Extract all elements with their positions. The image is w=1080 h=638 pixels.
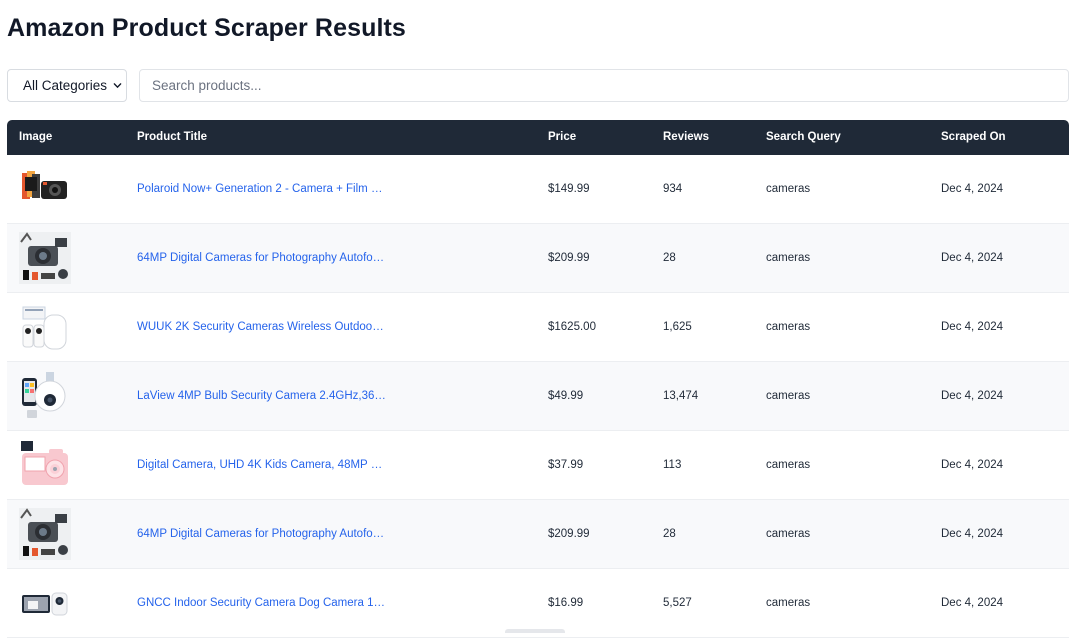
product-image-cell [19, 439, 71, 491]
product-reviews: 113 [663, 459, 682, 471]
scroll-indicator [505, 629, 565, 633]
scraped-on-date: Dec 4, 2024 [941, 597, 1004, 609]
header-image: Image [19, 131, 53, 143]
wireless-security-camera-image[interactable] [19, 301, 71, 353]
search-query-value: cameras [766, 390, 811, 402]
product-reviews: 934 [663, 183, 683, 195]
product-price: $1625.00 [548, 321, 596, 333]
kids-camera-pink-image[interactable] [19, 439, 71, 491]
product-title-link[interactable]: 64MP Digital Cameras for Photography Aut… [137, 528, 387, 540]
product-image-cell [19, 232, 71, 284]
chevron-down-icon [113, 83, 122, 89]
category-select[interactable]: All Categories [7, 69, 127, 102]
product-image-cell [19, 163, 71, 215]
product-reviews: 13,474 [663, 390, 699, 402]
scraped-on-date: Dec 4, 2024 [941, 183, 1004, 195]
scraped-on-date: Dec 4, 2024 [941, 459, 1004, 471]
page-title: Amazon Product Scraper Results [7, 14, 406, 42]
product-title-link[interactable]: LaView 4MP Bulb Security Camera 2.4GHz,3… [137, 390, 387, 402]
product-price: $209.99 [548, 252, 590, 264]
product-reviews: 28 [663, 252, 676, 264]
product-reviews: 5,527 [663, 597, 692, 609]
digital-camera-kit-image[interactable] [19, 508, 71, 560]
product-title-link[interactable]: 64MP Digital Cameras for Photography Aut… [137, 252, 387, 264]
search-query-value: cameras [766, 528, 811, 540]
product-image-cell [19, 577, 71, 629]
table-row: 64MP Digital Cameras for Photography Aut… [7, 500, 1069, 569]
polaroid-camera-bundle-image[interactable] [19, 163, 71, 215]
scraped-on-date: Dec 4, 2024 [941, 252, 1004, 264]
header-price: Price [548, 131, 577, 143]
header-product-title: Product Title [137, 131, 208, 143]
product-title-link[interactable]: Polaroid Now+ Generation 2 - Camera + Fi… [137, 183, 387, 195]
scraped-on-date: Dec 4, 2024 [941, 390, 1004, 402]
product-title-link[interactable]: GNCC Indoor Security Camera Dog Camera 1… [137, 597, 387, 609]
category-select-value: All Categories [23, 78, 108, 93]
product-reviews: 1,625 [663, 321, 692, 333]
search-query-value: cameras [766, 252, 811, 264]
table-row: LaView 4MP Bulb Security Camera 2.4GHz,3… [7, 362, 1069, 431]
bulb-security-camera-image[interactable] [19, 370, 71, 422]
product-reviews: 28 [663, 528, 676, 540]
product-price: $37.99 [548, 459, 584, 471]
scraped-on-date: Dec 4, 2024 [941, 321, 1004, 333]
table-header: Image Product Title Price Reviews Search… [7, 120, 1069, 155]
scraped-on-date: Dec 4, 2024 [941, 528, 1004, 540]
product-image-cell [19, 508, 71, 560]
table-row: WUUK 2K Security Cameras Wireless Outdoo… [7, 293, 1069, 362]
header-search-query: Search Query [766, 131, 841, 143]
product-price: $16.99 [548, 597, 584, 609]
table-row: Digital Camera, UHD 4K Kids Camera, 48MP… [7, 431, 1069, 500]
product-price: $49.99 [548, 390, 584, 402]
indoor-security-camera-image[interactable] [19, 577, 71, 629]
header-scraped-on: Scraped On [941, 131, 1006, 143]
search-query-value: cameras [766, 321, 811, 333]
product-price: $209.99 [548, 528, 590, 540]
product-image-cell [19, 370, 71, 422]
search-query-value: cameras [766, 597, 811, 609]
results-table: Image Product Title Price Reviews Search… [7, 120, 1069, 638]
table-row: GNCC Indoor Security Camera Dog Camera 1… [7, 569, 1069, 638]
product-title-link[interactable]: Digital Camera, UHD 4K Kids Camera, 48MP… [137, 459, 387, 471]
product-title-link[interactable]: WUUK 2K Security Cameras Wireless Outdoo… [137, 321, 387, 333]
product-price: $149.99 [548, 183, 590, 195]
table-body: Polaroid Now+ Generation 2 - Camera + Fi… [7, 155, 1069, 638]
digital-camera-kit-image[interactable] [19, 232, 71, 284]
table-row: 64MP Digital Cameras for Photography Aut… [7, 224, 1069, 293]
product-image-cell [19, 301, 71, 353]
search-query-value: cameras [766, 183, 811, 195]
table-row: Polaroid Now+ Generation 2 - Camera + Fi… [7, 155, 1069, 224]
search-query-value: cameras [766, 459, 811, 471]
search-input[interactable] [139, 69, 1069, 102]
header-reviews: Reviews [663, 131, 710, 143]
